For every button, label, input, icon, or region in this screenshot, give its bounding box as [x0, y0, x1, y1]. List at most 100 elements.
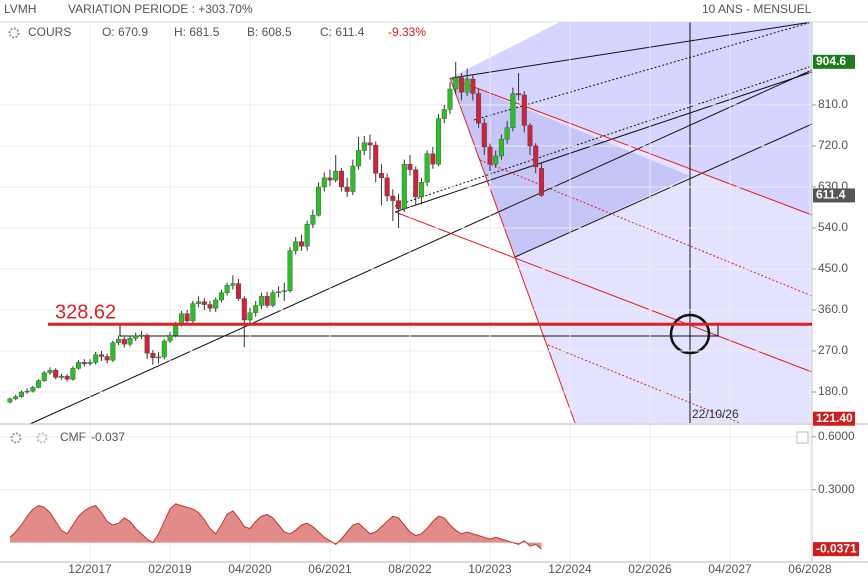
candle-body — [378, 173, 384, 179]
candle-body — [236, 283, 242, 299]
candle-body — [413, 169, 419, 198]
y-tick-label: 0.3000 — [818, 482, 855, 496]
candle-body — [93, 354, 99, 363]
annotation: 22/10/26 — [692, 407, 739, 421]
value-box-label: 611.4 — [816, 188, 846, 202]
y-tick-label: 810.0 — [818, 97, 848, 111]
fork-upper — [451, 21, 813, 79]
candle-body — [167, 334, 173, 342]
candle-body — [58, 375, 64, 378]
candle-body — [184, 313, 190, 322]
x-tick-label: 12/2017 — [68, 562, 112, 576]
candle-body — [316, 186, 322, 216]
candle-body — [81, 362, 87, 364]
candle-body — [516, 93, 522, 96]
fork-median-dotted — [394, 65, 813, 207]
candle-body — [498, 138, 504, 157]
candle-body — [321, 177, 327, 188]
candle-body — [276, 291, 282, 293]
y-tick-label: 0.6000 — [818, 429, 855, 443]
candle-body — [367, 142, 373, 146]
value-box — [813, 411, 855, 426]
candle-body — [7, 398, 13, 403]
legend-open: O: 670.9 — [102, 25, 148, 39]
candle-body — [407, 163, 413, 170]
candle-body — [190, 303, 196, 322]
candle-body — [53, 369, 59, 378]
candle-body — [476, 93, 482, 124]
candle-body — [533, 145, 539, 168]
pitchfork — [29, 21, 813, 425]
candle-body — [104, 356, 110, 361]
variation: VARIATION PERIODE : +303.70% — [68, 2, 253, 16]
candle-body — [401, 163, 407, 210]
cmf-line — [9, 503, 542, 550]
value-box — [813, 188, 855, 203]
settings-icon[interactable] — [8, 27, 20, 39]
panel-toggle[interactable] — [796, 431, 809, 444]
candle-body — [447, 88, 453, 110]
candle-body — [470, 78, 476, 94]
candle-body — [493, 155, 499, 165]
candle-body — [47, 369, 53, 374]
red-line — [449, 77, 576, 424]
candle-body — [538, 168, 544, 196]
candle-body — [430, 153, 436, 165]
y-tick-label: 360.0 — [818, 302, 848, 316]
candle-body — [304, 224, 310, 247]
x-tick-label: 10/2023 — [468, 562, 512, 576]
red-line-dotted — [547, 344, 741, 424]
period: 10 ANS - MENSUEL — [702, 2, 812, 16]
candle-body — [213, 299, 219, 309]
settings-icon[interactable] — [10, 432, 48, 444]
x-tick-label: 06/2021 — [308, 562, 352, 576]
candle-body — [258, 296, 264, 306]
candle-body — [441, 109, 447, 119]
candle-body — [173, 324, 179, 336]
candle-body — [298, 241, 304, 247]
legend-change: -9.33% — [388, 25, 426, 39]
candle-body — [144, 334, 150, 354]
value-box-label: 904.6 — [816, 54, 846, 68]
legend-close: C: 611.4 — [320, 25, 365, 39]
x-tick-label: 02/2026 — [628, 562, 672, 576]
candle-body — [344, 186, 350, 192]
candle-body — [333, 170, 339, 181]
value-box — [813, 542, 859, 557]
candle-body — [310, 215, 316, 225]
legend-name: CMF — [60, 430, 86, 444]
candle-body — [41, 372, 47, 381]
candle-body — [453, 77, 459, 90]
candle-body — [521, 94, 527, 126]
y-tick-label: 450.0 — [818, 261, 848, 275]
candle-body — [293, 241, 299, 251]
candle-body — [230, 283, 236, 286]
candle-body — [504, 127, 510, 140]
candle-body — [264, 296, 270, 306]
legend-value: -0.037 — [91, 430, 125, 444]
legend-name: COURS — [28, 25, 71, 39]
x-tick-label: 02/2019 — [148, 562, 192, 576]
candle-body — [150, 353, 156, 359]
candle-body — [116, 338, 122, 343]
candle-body — [218, 292, 224, 301]
x-tick-label: 04/2027 — [708, 562, 752, 576]
x-tick-label: 08/2022 — [388, 562, 432, 576]
candle-body — [356, 150, 362, 167]
x-tick-label: 06/2028 — [788, 562, 832, 576]
candle-body — [487, 146, 493, 165]
candle-body — [361, 142, 367, 151]
candle-body — [138, 334, 144, 337]
candle-body — [247, 312, 253, 321]
candle-body — [396, 200, 402, 210]
legend-low: B: 608.5 — [247, 25, 292, 39]
candle-body — [481, 122, 487, 148]
target-circle — [669, 313, 711, 355]
y-tick-label: 540.0 — [818, 220, 848, 234]
y-tick-label: 720.0 — [818, 138, 848, 152]
candle-body — [76, 362, 82, 369]
candle-body — [36, 380, 42, 388]
candle-body — [373, 144, 379, 174]
candle-body — [510, 93, 516, 128]
